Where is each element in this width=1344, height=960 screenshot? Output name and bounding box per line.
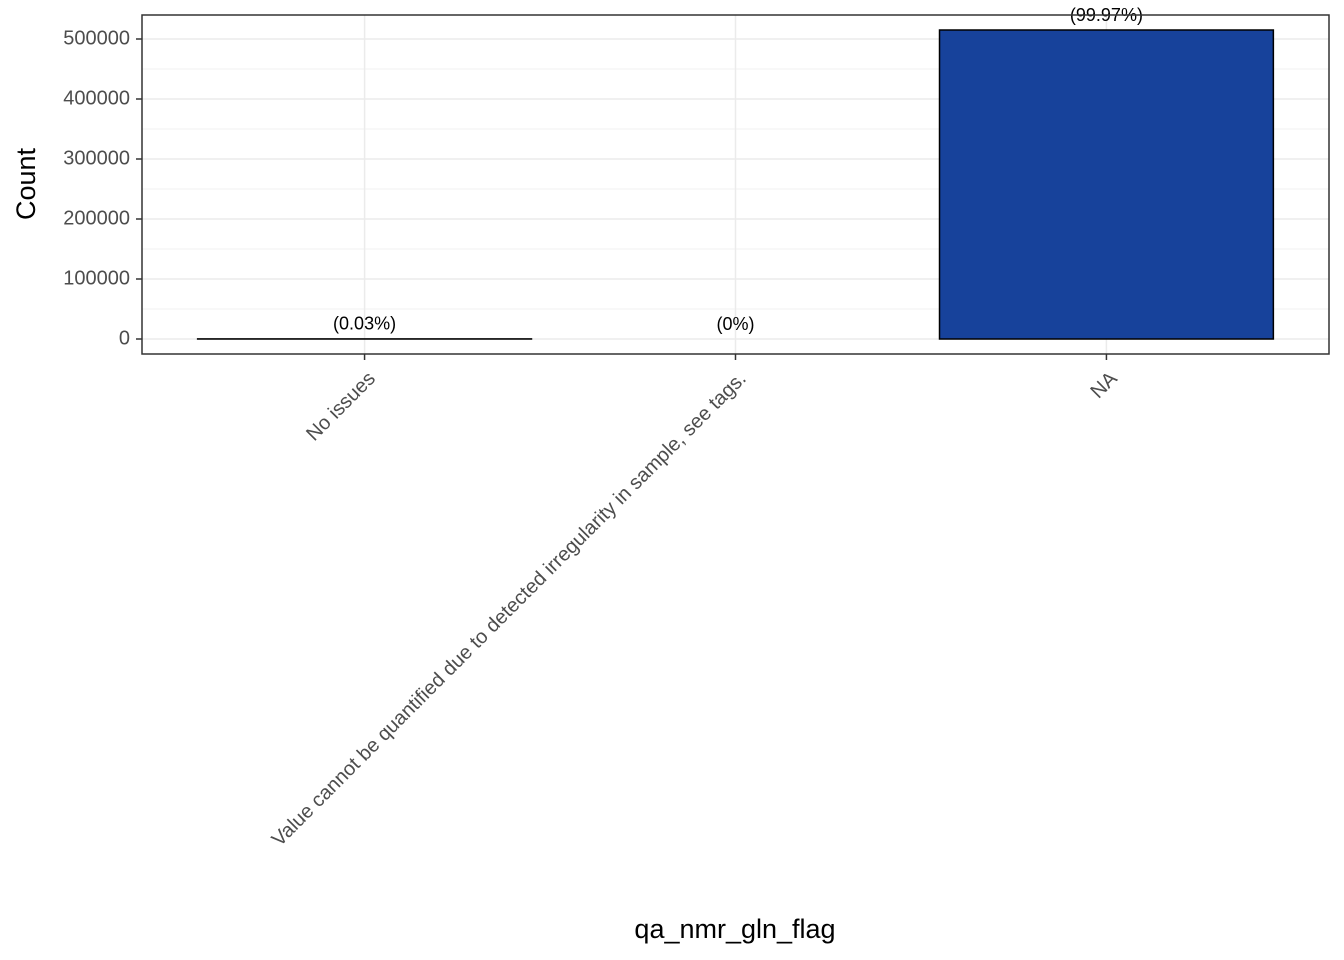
bar-label: (0%) <box>716 314 754 334</box>
y-tick-label: 100000 <box>63 267 130 289</box>
x-axis-title: qa_nmr_gln_flag <box>634 914 835 944</box>
x-tick-label: NA <box>1086 367 1122 403</box>
y-tick-label: 200000 <box>63 207 130 229</box>
y-tick-label: 300000 <box>63 147 130 169</box>
x-tick-label: No issues <box>302 368 380 446</box>
y-tick-label: 500000 <box>63 27 130 49</box>
x-tick-label: Value cannot be quantified due to detect… <box>268 368 751 851</box>
bar-label: (0.03%) <box>333 314 396 334</box>
y-axis-title: Count <box>11 147 41 220</box>
y-tick-label: 0 <box>119 327 130 349</box>
y-tick-label: 400000 <box>63 87 130 109</box>
bar <box>938 29 1275 340</box>
plot-border <box>141 14 1330 355</box>
